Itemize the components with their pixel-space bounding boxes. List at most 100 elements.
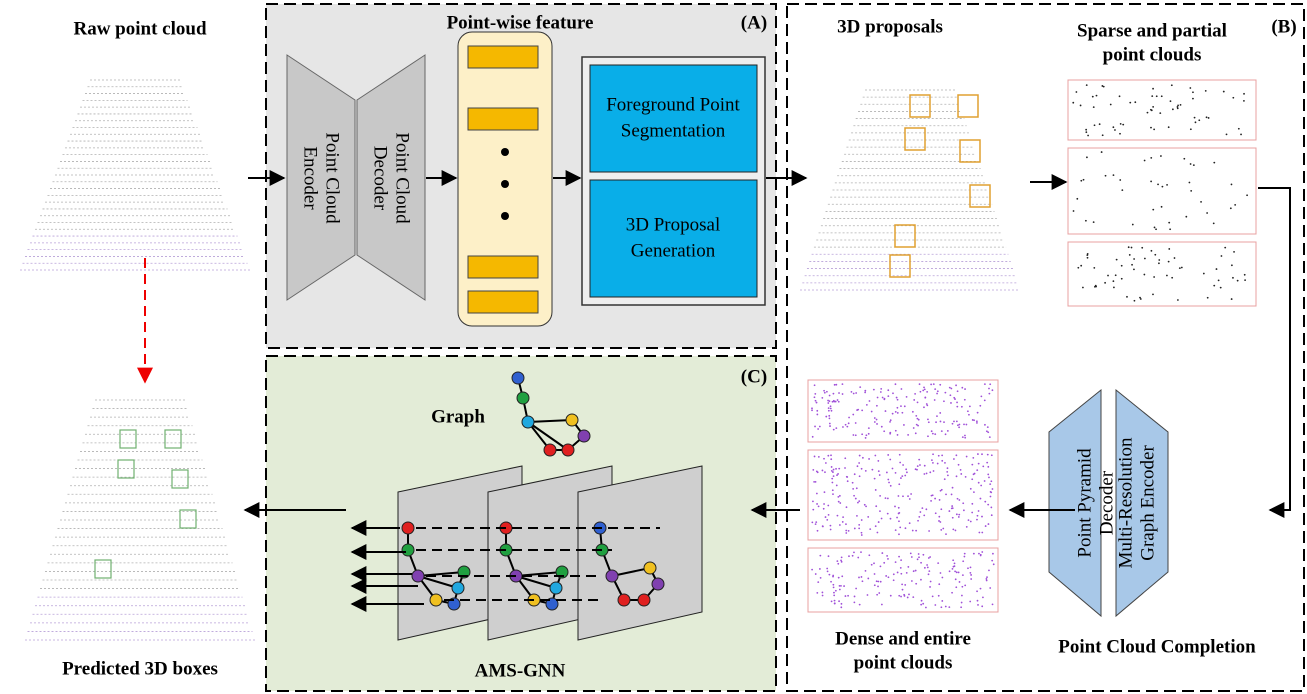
- cloud-point: [926, 391, 929, 393]
- cloud-point: [958, 426, 961, 429]
- cloud-point: [917, 553, 920, 555]
- segmentation-box: [589, 64, 758, 173]
- cloud-point: [923, 388, 926, 391]
- cloud-point: [814, 425, 816, 428]
- cloud-point: [838, 467, 841, 470]
- cloud-point: [860, 551, 862, 553]
- cloud-point: [840, 560, 843, 563]
- cloud-point: [956, 424, 959, 427]
- cloud-point: [922, 602, 925, 605]
- cloud-point: [958, 581, 961, 583]
- cloud-point: [903, 593, 906, 596]
- cloud-point: [991, 603, 994, 606]
- cloud-point: [1113, 286, 1115, 289]
- cloud-point: [981, 605, 984, 608]
- cloud-point: [892, 573, 895, 576]
- cloud-point: [945, 533, 947, 536]
- cloud-point: [839, 502, 842, 504]
- cloud-point: [883, 397, 886, 400]
- cloud-point: [887, 576, 890, 579]
- cloud-point: [919, 390, 922, 393]
- cloud-point: [1120, 277, 1123, 280]
- cloud-point: [956, 497, 959, 500]
- cloud-point: [978, 552, 980, 555]
- cloud-point: [887, 558, 889, 560]
- cloud-point: [969, 520, 972, 523]
- cloud-point: [955, 454, 958, 457]
- graph-edge: [417, 571, 465, 577]
- cloud-point: [960, 601, 963, 604]
- cloud-point: [873, 421, 876, 423]
- cloud-point: [870, 563, 873, 566]
- cloud-point: [828, 394, 831, 397]
- cloud-point: [832, 475, 835, 478]
- cloud-point: [976, 518, 978, 521]
- cloud-point: [896, 434, 899, 436]
- cloud-point: [915, 582, 918, 585]
- cloud-point: [811, 568, 813, 571]
- cloud-point: [830, 469, 833, 472]
- cloud-point: [970, 574, 973, 576]
- cloud-point: [990, 514, 993, 517]
- cloud-point: [927, 557, 930, 559]
- cloud-point: [925, 403, 928, 405]
- cloud-point: [990, 454, 993, 457]
- cloud-point: [1133, 258, 1136, 260]
- cloud-point: [818, 568, 821, 570]
- cloud-point: [1131, 223, 1134, 226]
- cloud-point: [1232, 276, 1234, 279]
- cloud-point: [873, 562, 875, 565]
- graph-node: [411, 569, 425, 583]
- cloud-point: [948, 606, 951, 609]
- cloud-point: [873, 584, 876, 587]
- cloud-point: [1107, 274, 1109, 277]
- cloud-point: [923, 473, 926, 475]
- cloud-point: [969, 566, 972, 569]
- cloud-point: [981, 515, 983, 518]
- segmentation-label: Segmentation: [621, 120, 726, 141]
- cloud-point: [830, 454, 832, 457]
- cloud-point: [972, 552, 975, 555]
- cloud-point: [905, 468, 908, 471]
- cloud-point: [939, 420, 942, 423]
- cloud-point: [852, 487, 855, 490]
- cloud-point: [815, 492, 818, 495]
- cloud-point: [812, 508, 815, 511]
- cloud-point: [865, 505, 867, 508]
- cloud-point: [936, 462, 939, 465]
- cloud-point: [903, 424, 905, 426]
- cloud-point: [826, 567, 829, 570]
- graph-encoder-label: Graph Encoder: [1137, 445, 1158, 561]
- cloud-point: [836, 560, 839, 563]
- cloud-point: [876, 396, 879, 399]
- cloud-point: [821, 396, 824, 399]
- graph-node: [401, 543, 415, 557]
- cloud-point: [874, 525, 877, 528]
- cloud-point: [861, 456, 864, 459]
- panel-a-label: (A): [741, 12, 767, 33]
- cloud-point: [1085, 131, 1088, 134]
- cloud-point: [846, 425, 849, 428]
- cloud-point: [871, 468, 874, 471]
- cloud-point: [828, 417, 831, 420]
- cloud-point: [868, 400, 871, 402]
- cloud-point: [816, 471, 819, 474]
- graph-node: [401, 521, 415, 535]
- cloud-point: [817, 581, 820, 584]
- cloud-point: [883, 561, 886, 564]
- cloud-point: [852, 413, 855, 416]
- cloud-point: [1213, 161, 1216, 164]
- cloud-point: [847, 529, 850, 532]
- cloud-point: [927, 421, 930, 424]
- cloud-point: [958, 513, 961, 516]
- cloud-point: [832, 583, 835, 586]
- cloud-point: [865, 403, 868, 406]
- cloud-point: [1152, 208, 1155, 211]
- cloud-point: [916, 468, 918, 471]
- cloud-point: [844, 423, 847, 426]
- cloud-point: [889, 517, 892, 520]
- cloud-point: [979, 587, 982, 590]
- cloud-point: [951, 505, 954, 507]
- cloud-point: [969, 487, 972, 490]
- cloud-point: [1112, 174, 1115, 176]
